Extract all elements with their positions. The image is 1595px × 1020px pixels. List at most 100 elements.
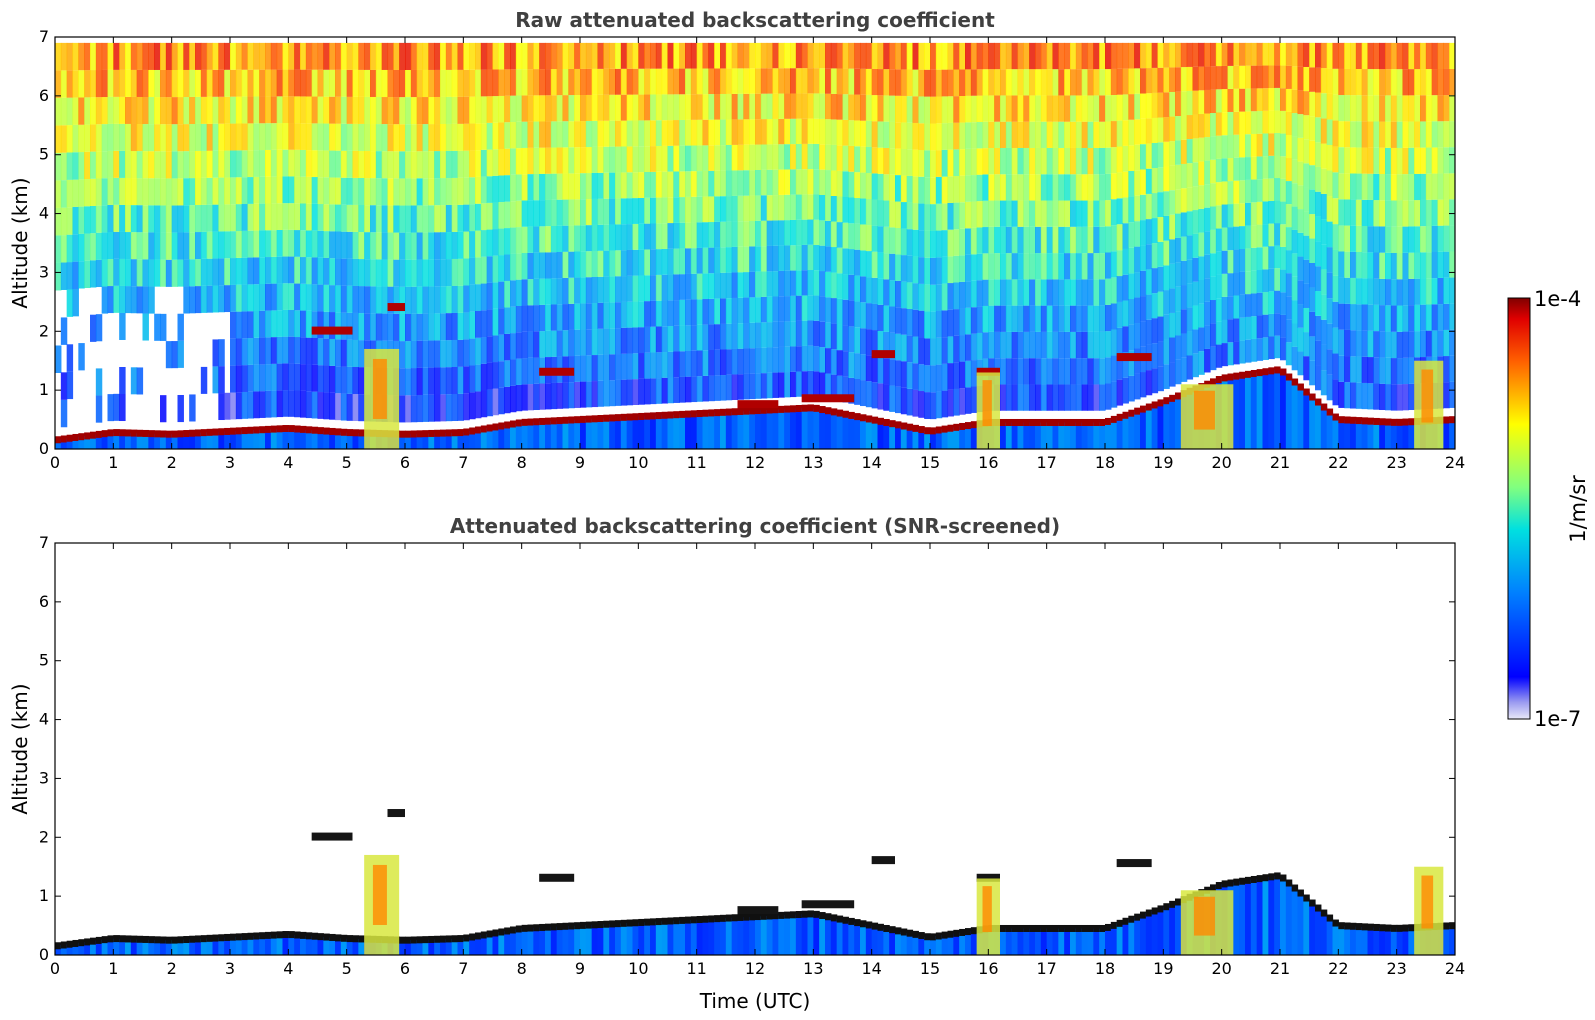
noise-cell — [965, 201, 972, 229]
noise-cell — [475, 123, 482, 151]
noise-cell — [1175, 189, 1182, 214]
noise-cell — [1227, 181, 1234, 205]
noise-cell — [422, 313, 429, 341]
noise-cell — [778, 118, 785, 145]
noise-cell — [603, 224, 610, 251]
noise-cell — [206, 42, 214, 70]
noise-cell — [1005, 279, 1013, 306]
noise-cell — [422, 232, 429, 260]
noise-cell — [457, 150, 464, 178]
noise-cell — [224, 258, 231, 286]
noise-cell — [737, 68, 744, 94]
noise-cell — [241, 69, 249, 97]
noise-cell — [515, 384, 523, 412]
noise-cell — [609, 328, 616, 355]
noise-cell — [463, 339, 470, 367]
bl-top-cell — [1175, 392, 1182, 400]
noise-cell — [1023, 200, 1030, 227]
noise-cell — [836, 273, 844, 299]
noise-cell — [1081, 305, 1089, 332]
noise-cell — [183, 232, 190, 260]
noise-cell — [1355, 69, 1363, 96]
noise-cell — [200, 69, 208, 97]
noise-cell — [270, 337, 278, 364]
bl-top-cell — [1385, 924, 1392, 932]
noise-cell — [527, 174, 534, 201]
noise-cell — [626, 275, 634, 302]
noise-cell — [1315, 340, 1322, 366]
noise-cell — [521, 358, 529, 385]
bl-cell — [1163, 400, 1170, 449]
noise-cell — [1256, 247, 1264, 271]
noise-cell — [300, 310, 307, 338]
noise-cell — [650, 326, 657, 353]
noise-cell — [510, 174, 517, 202]
bl-top-cell — [480, 425, 488, 433]
noise-cell — [795, 118, 803, 144]
noise-cell — [393, 205, 400, 233]
noise-cell — [644, 94, 651, 121]
noise-cell — [1338, 95, 1345, 122]
noise-cell — [632, 379, 639, 406]
noise-cell — [1110, 251, 1118, 278]
noise-cell — [1402, 226, 1409, 253]
noise-cell — [1186, 235, 1194, 260]
noise-cell — [1052, 200, 1059, 227]
noise-cell — [889, 359, 896, 386]
noise-cell — [95, 42, 103, 71]
bl-cell — [871, 926, 879, 955]
bl-cell — [935, 936, 943, 955]
noise-cell — [1204, 66, 1211, 90]
bl-cell — [1081, 422, 1089, 449]
bl-top-cell — [1175, 898, 1182, 906]
noise-cell — [813, 219, 820, 246]
noise-cell — [265, 257, 272, 284]
noise-cell — [1163, 92, 1170, 118]
noise-cell — [206, 69, 214, 97]
bl-top-cell — [1134, 913, 1141, 921]
bl-cell — [1017, 928, 1024, 955]
noise-cell — [276, 42, 284, 70]
noise-cell — [1116, 276, 1124, 302]
noise-cell — [720, 196, 727, 222]
noise-cell — [1361, 226, 1369, 253]
bl-top-cell — [1075, 924, 1083, 932]
noise-cell — [842, 325, 849, 352]
bl-cell — [177, 433, 184, 449]
noise-cell — [947, 229, 954, 257]
noise-cell — [772, 144, 779, 170]
noise-cell — [60, 207, 68, 236]
bl-cell — [212, 432, 219, 449]
bl-top-cell — [836, 409, 844, 417]
bl-cell — [212, 938, 219, 955]
noise-cell — [1204, 231, 1211, 255]
bl-cell — [463, 432, 470, 449]
noise-cell — [440, 259, 447, 287]
noise-cell — [714, 324, 721, 350]
noise-cell — [1099, 358, 1106, 385]
noise-cell — [463, 177, 470, 205]
noise-cell — [1379, 95, 1386, 122]
bl-top-cell — [585, 415, 593, 423]
noise-cell — [230, 123, 237, 151]
bl-top-cell — [1046, 924, 1054, 932]
bl-top-cell — [189, 935, 196, 943]
noise-cell — [1297, 209, 1304, 233]
noise-cell — [253, 203, 260, 231]
noise-cell — [1145, 193, 1153, 220]
bl-cell — [895, 930, 902, 955]
bl-top-cell — [119, 429, 126, 437]
noise-cell — [696, 324, 704, 351]
bl-cell — [603, 924, 610, 955]
noise-cell — [924, 123, 931, 151]
noise-cell — [492, 229, 499, 256]
raw-panel-title: Raw attenuated backscattering coefficien… — [515, 8, 995, 32]
bl-cell — [358, 938, 365, 955]
bl-top-cell — [1210, 884, 1217, 892]
noise-cell — [825, 119, 832, 145]
bl-top-cell — [428, 429, 435, 437]
noise-cell — [346, 258, 354, 286]
noise-cell — [1250, 179, 1258, 203]
noise-cell — [1040, 384, 1048, 411]
noise-cell — [1210, 346, 1217, 371]
